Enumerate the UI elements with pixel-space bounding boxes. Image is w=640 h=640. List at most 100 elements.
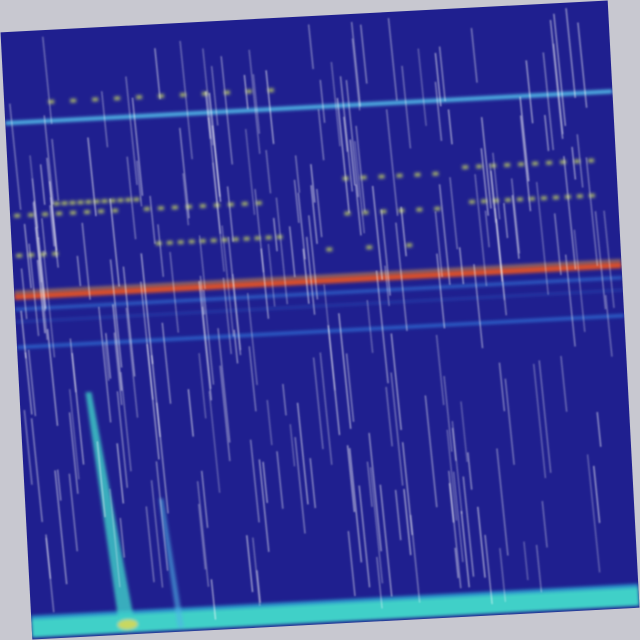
rain-streak <box>120 371 132 472</box>
data-dot <box>77 200 84 205</box>
rain-streak <box>9 103 22 210</box>
rain-streak <box>305 236 316 315</box>
rain-streak <box>452 471 464 563</box>
data-dot <box>516 197 524 202</box>
data-dot <box>362 210 369 215</box>
rain-streak <box>350 21 362 107</box>
data-dot <box>587 158 595 163</box>
rain-streak <box>379 484 393 597</box>
rain-streak <box>424 395 438 508</box>
rain-streak <box>403 488 412 556</box>
rain-streak <box>154 48 161 100</box>
data-dot <box>265 235 272 240</box>
data-dot <box>135 95 143 100</box>
rain-streak <box>100 91 109 148</box>
rain-streak <box>198 353 207 419</box>
rain-streak <box>45 537 55 613</box>
data-dot <box>111 208 119 213</box>
rain-streak <box>358 485 371 588</box>
rain-streak <box>39 164 46 205</box>
rain-streak <box>161 322 172 404</box>
rain-streak <box>297 192 306 260</box>
rain-streak <box>20 310 27 359</box>
rain-streak <box>248 49 261 154</box>
rain-streak <box>434 52 442 107</box>
rain-streak <box>603 210 615 308</box>
data-dot <box>179 92 187 98</box>
rain-streak <box>351 38 361 111</box>
rain-streak <box>401 442 414 536</box>
rain-streak <box>553 213 562 276</box>
rain-streak <box>49 205 55 247</box>
data-dot <box>92 97 99 102</box>
blue-line <box>16 314 625 349</box>
rain-streak <box>178 127 190 219</box>
data-dot <box>101 198 108 204</box>
rain-streak <box>103 342 110 381</box>
rain-streak <box>276 451 284 509</box>
data-dot <box>177 240 184 245</box>
rain-streak <box>385 109 399 216</box>
data-dot <box>53 201 60 206</box>
rain-streak <box>252 74 261 134</box>
rain-streak <box>136 160 143 207</box>
data-dot <box>326 247 333 252</box>
rain-streak <box>258 459 270 552</box>
rain-streak <box>380 209 392 296</box>
rain-streak <box>310 185 318 244</box>
rain-streak <box>68 473 79 552</box>
rain-streak <box>210 65 219 126</box>
rain-streak <box>109 259 123 368</box>
blue-line <box>15 289 623 323</box>
rain-streak <box>87 137 97 217</box>
rain-streak <box>395 222 408 332</box>
rain-streak <box>282 383 287 416</box>
rain-streak <box>96 441 106 518</box>
data-dot <box>157 206 165 211</box>
rain-streak <box>227 236 242 356</box>
data-dot <box>14 213 21 218</box>
rain-streak <box>454 547 460 579</box>
data-dot <box>55 211 63 216</box>
rain-streak <box>510 178 521 254</box>
rain-streak <box>498 362 506 412</box>
rain-streak <box>260 248 270 319</box>
data-dot <box>490 163 497 168</box>
data-dot <box>545 160 553 165</box>
rain-streak <box>139 281 154 400</box>
rain-streak <box>470 27 478 83</box>
rain-streak <box>105 332 112 379</box>
rain-streak <box>113 332 123 406</box>
data-dot <box>540 195 548 201</box>
rain-streak <box>525 60 534 124</box>
rain-streak <box>122 266 136 377</box>
rain-streak <box>596 411 602 447</box>
rain-streak <box>36 259 46 334</box>
rain-streak <box>438 184 451 285</box>
rain-streak <box>220 56 234 165</box>
rain-streak <box>586 454 601 573</box>
data-dot <box>432 171 439 176</box>
rain-streak <box>155 461 169 571</box>
rain-streak <box>387 18 398 101</box>
rain-streak <box>354 184 362 236</box>
blue-line <box>14 276 623 311</box>
rain-streak <box>339 76 354 192</box>
rain-streak <box>140 253 154 365</box>
rain-streak <box>30 418 44 523</box>
rain-streak <box>354 140 366 234</box>
rain-streak <box>480 117 492 209</box>
rain-streak <box>308 215 319 300</box>
rain-streak <box>511 195 520 259</box>
rain-streak <box>226 186 235 242</box>
rain-streak <box>210 579 217 620</box>
rain-streak <box>535 544 543 593</box>
rain-streak <box>309 458 317 509</box>
cyan-line <box>5 89 613 126</box>
rain-streak <box>217 328 231 443</box>
data-dot <box>221 237 228 243</box>
rain-streak <box>48 181 58 251</box>
rain-streak <box>54 470 68 585</box>
rain-streak <box>200 470 209 528</box>
rain-streak <box>443 375 453 452</box>
